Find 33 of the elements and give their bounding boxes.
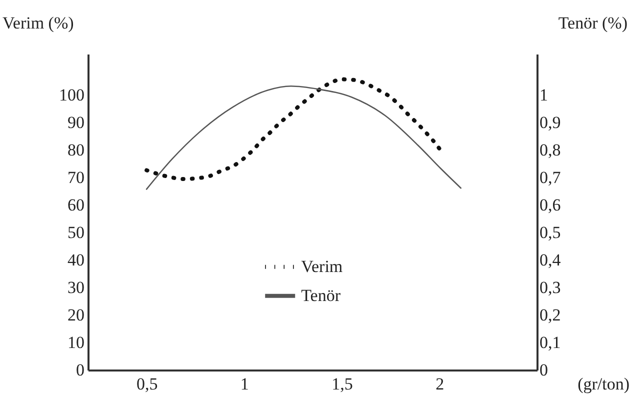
legend-label: Verim [301, 256, 343, 276]
x-tick-label: 2 [436, 374, 444, 394]
y2-tick-label: 0 [540, 360, 548, 380]
y-tick-label: 70 [68, 168, 84, 188]
y-tick-label: 90 [68, 113, 84, 132]
y2-tick-label: 0,9 [540, 113, 561, 132]
y2-tick-label: 0,2 [540, 306, 561, 325]
y2-axis-title: Tenör (%) [558, 14, 628, 32]
y2-tick-label: 0,7 [540, 168, 562, 188]
y-tick-label: 80 [68, 140, 84, 160]
y2-tick-label: 0,6 [540, 196, 561, 215]
x-axis-title: (gr/ton) [578, 374, 630, 394]
y-tick-label: 100 [59, 86, 84, 105]
y2-tick-label: 0,5 [540, 223, 561, 242]
y-axis-title: Verim (%) [2, 14, 74, 32]
y2-tick-label: 0,4 [540, 250, 562, 270]
y2-tick-label: 0,8 [540, 140, 561, 160]
y-tick-label: 20 [68, 306, 84, 325]
x-tick-label: 1,5 [332, 374, 353, 394]
y-tick-label: 10 [68, 333, 84, 352]
y-tick-label: 0 [76, 360, 84, 380]
x-tick-label: 0,5 [136, 374, 158, 394]
legend-label: Tenör [301, 286, 341, 305]
y-tick-label: 30 [68, 278, 84, 298]
y-tick-label: 50 [68, 223, 84, 242]
y2-tick-label: 0,3 [540, 278, 561, 298]
y-tick-label: 60 [68, 196, 84, 215]
y2-tick-label: 0,1 [540, 333, 561, 352]
y-tick-label: 40 [68, 250, 84, 270]
x-tick-label: 1 [240, 374, 249, 394]
line-series [146, 86, 462, 190]
y2-tick-label: 1 [540, 86, 548, 105]
line-series [144, 77, 444, 182]
